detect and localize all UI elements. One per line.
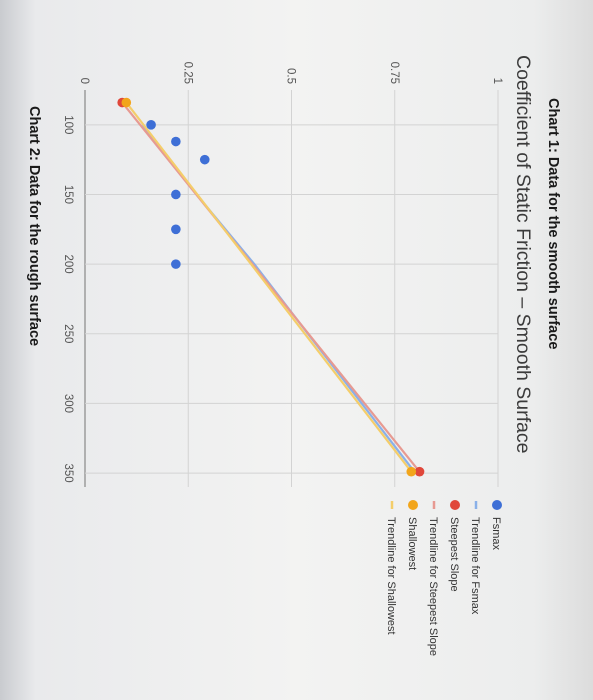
y-tick-label: 0.5: [285, 68, 297, 84]
data-point: [146, 120, 156, 130]
data-point: [171, 259, 181, 269]
x-axis: 100 150 200 250 300 350: [62, 115, 74, 482]
grid: [84, 90, 499, 487]
data-point: [414, 466, 425, 477]
data-point: [199, 154, 210, 165]
trendline: [121, 101, 421, 473]
legend-marker: [450, 500, 460, 510]
chart2-caption: Chart 2: Data for the rough surface: [26, 106, 42, 346]
x-tick-label: 100: [62, 115, 74, 134]
x-tick-label: 250: [62, 324, 74, 343]
data-point: [171, 136, 181, 147]
x-tick-label: 350: [62, 463, 74, 482]
legend-marker: [408, 500, 418, 510]
x-tick-label: 150: [62, 185, 74, 204]
y-axis: 0 0.25 0.5 0.75 1: [78, 62, 503, 84]
legend-label: Steepest Slope: [448, 517, 460, 592]
x-tick-label: 300: [62, 394, 74, 413]
legend-label: Shallowest: [406, 517, 418, 570]
data-point: [171, 224, 181, 235]
legend-label: Fsmax: [490, 517, 502, 551]
legend-label: Trendline for Shallowest: [385, 517, 397, 635]
y-tick-label: 0: [78, 78, 90, 84]
trendlines: [121, 101, 421, 474]
data-point: [171, 189, 181, 200]
y-tick-label: 0.75: [388, 62, 400, 84]
data-point: [406, 466, 417, 477]
y-tick-label: 1: [491, 78, 503, 84]
chart1-caption: Chart 1: Data for the smooth surface: [545, 98, 561, 349]
x-tick-label: 200: [62, 255, 74, 274]
data-points: [117, 97, 425, 477]
legend-marker: [492, 500, 502, 510]
chart-title: Coefficient of Static Friction – Smooth …: [512, 55, 534, 454]
y-tick-label: 0.25: [181, 62, 193, 84]
legend: Fsmax Trendline for Fsmax Steepest Slope Tr…: [385, 500, 502, 656]
legend-label: Trendline for Fsmax: [469, 517, 481, 615]
legend-label: Trendline for Steepest Slope: [427, 517, 439, 656]
data-point: [121, 97, 132, 108]
trendline: [125, 101, 413, 473]
